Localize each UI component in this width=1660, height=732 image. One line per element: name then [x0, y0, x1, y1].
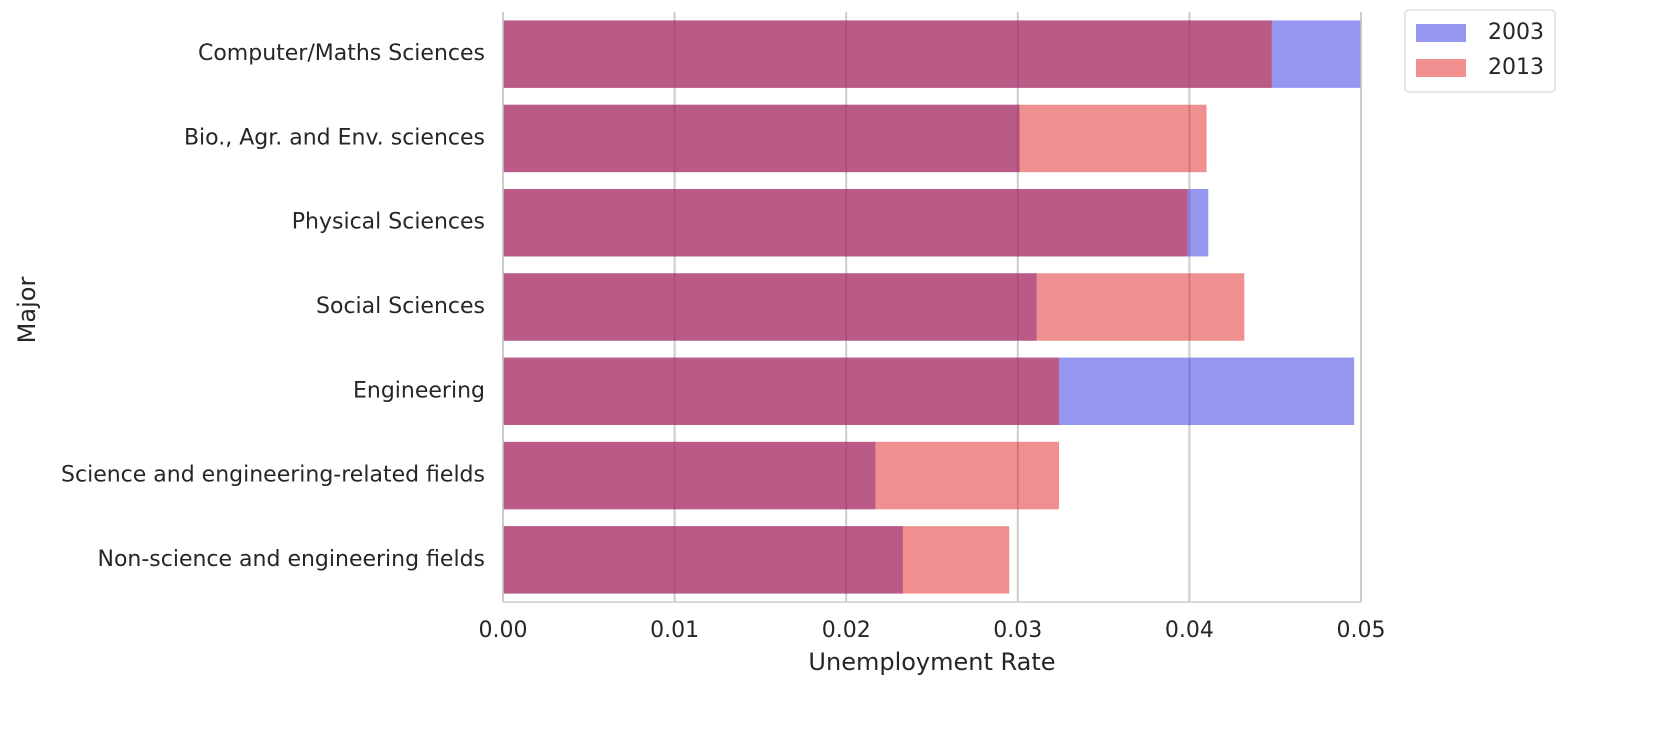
bar	[503, 189, 1188, 257]
bar	[503, 441, 1059, 510]
x-tick-label: 0.01	[650, 618, 699, 643]
x-axis-label: Unemployment Rate	[808, 648, 1055, 676]
y-tick-label: Bio., Agr. and Env. sciences	[184, 125, 485, 150]
legend-label: 2013	[1488, 55, 1544, 80]
y-axis-label: Major	[13, 277, 41, 344]
legend-swatch	[1416, 59, 1466, 77]
legend-label: 2003	[1488, 20, 1544, 45]
bar	[503, 104, 1207, 173]
bar	[503, 526, 1010, 594]
bars	[503, 20, 1361, 594]
bar	[503, 357, 1059, 425]
x-tick-label: 0.02	[822, 618, 871, 643]
y-tick-label: Non-science and engineering fields	[97, 547, 485, 572]
y-tick-label: Science and engineering-related fields	[61, 463, 485, 488]
x-tick-label: 0.04	[1165, 618, 1214, 643]
bar	[503, 20, 1272, 88]
y-tick-label: Social Sciences	[316, 294, 485, 319]
x-tick-label: 0.03	[993, 618, 1042, 643]
y-tick-label: Physical Sciences	[292, 210, 485, 235]
y-tick-label: Computer/Maths Sciences	[198, 41, 485, 66]
x-tick-label: 0.00	[479, 618, 528, 643]
legend-swatch	[1416, 24, 1466, 42]
y-tick-label: Engineering	[353, 378, 485, 403]
bar	[503, 273, 1245, 341]
x-tick-label: 0.05	[1337, 618, 1386, 643]
